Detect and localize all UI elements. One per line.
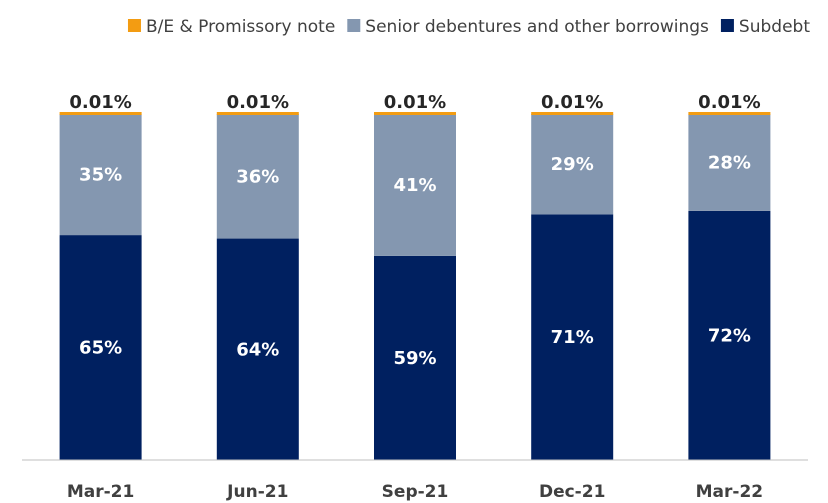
x-tick-label-sep-21: Sep-21 [382, 482, 449, 502]
data-label-subdebt-jun-21: 64% [236, 339, 279, 360]
legend-label-subdebt: Subdebt [739, 17, 810, 37]
bar-be-promissory-mar-21 [59, 112, 142, 115]
bar-be-promissory-dec-21 [531, 112, 614, 115]
bar-senior-dec-21 [531, 114, 614, 215]
bar-senior-mar-22 [688, 114, 771, 211]
x-tick-label-mar-22: Mar-22 [696, 482, 764, 502]
legend-label-b-e-promissory-note: B/E & Promissory note [146, 17, 335, 37]
bar-subdebt-jun-21 [216, 238, 299, 460]
bar-be-promissory-jun-21 [216, 112, 299, 115]
data-label-be-promissory-mar-21: 0.01% [69, 92, 131, 113]
data-label-senior-sep-21: 41% [393, 175, 436, 196]
x-tick-label-mar-21: Mar-21 [67, 482, 135, 502]
bar-subdebt-dec-21 [531, 214, 614, 460]
x-tick-label-jun-21: Jun-21 [226, 482, 288, 502]
data-label-senior-dec-21: 29% [551, 154, 594, 175]
x-axis-labels: Mar-21 Jun-21 Sep-21 Dec-21 Mar-22 [67, 482, 763, 502]
bar-senior-sep-21 [374, 114, 456, 256]
legend-swatch-b-e-promissory-note [127, 19, 141, 32]
data-label-subdebt-dec-21: 71% [551, 327, 594, 348]
bar-be-promissory-sep-21 [374, 112, 456, 115]
bar-subdebt-mar-21 [59, 235, 142, 460]
data-label-subdebt-mar-22: 72% [708, 325, 751, 346]
chart-legend: B/E & Promissory note Senior debentures a… [127, 17, 810, 37]
bar-subdebt-sep-21 [374, 255, 456, 460]
data-label-senior-jun-21: 36% [236, 166, 279, 187]
bar-subdebt-mar-22 [688, 210, 771, 460]
legend-swatch-senior-debentures-and-other-borrowings [347, 19, 361, 32]
bar-be-promissory-mar-22 [688, 112, 771, 115]
data-label-subdebt-sep-21: 59% [393, 348, 436, 369]
data-label-be-promissory-jun-21: 0.01% [227, 92, 289, 113]
data-label-subdebt-mar-21: 65% [79, 338, 122, 359]
data-label-senior-mar-21: 35% [79, 165, 122, 186]
data-label-be-promissory-mar-22: 0.01% [698, 92, 760, 113]
data-label-be-promissory-dec-21: 0.01% [541, 92, 603, 113]
bar-senior-jun-21 [216, 114, 299, 239]
legend-label-senior-debentures-and-other-borrowings: Senior debentures and other borrowings [365, 17, 709, 37]
x-tick-label-dec-21: Dec-21 [539, 482, 605, 502]
chart-bars: 65% 35% 0.01% 64% 36% 0.01% 59% 41% 0.01% 71% 29% 0… [59, 92, 771, 460]
bar-senior-mar-21 [59, 114, 142, 236]
data-label-be-promissory-sep-21: 0.01% [384, 92, 446, 113]
data-label-senior-mar-22: 28% [708, 152, 751, 173]
legend-swatch-subdebt [720, 19, 734, 32]
